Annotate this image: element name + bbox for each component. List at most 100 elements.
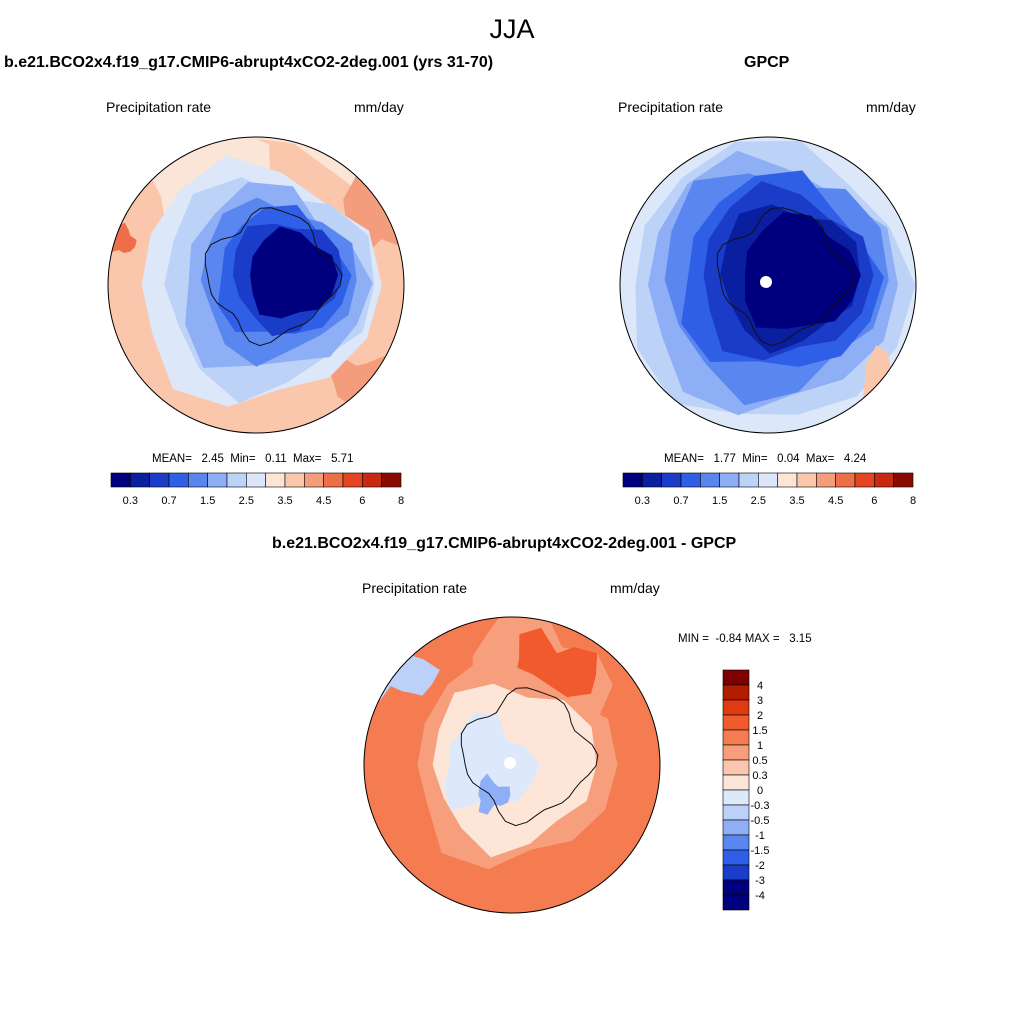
panel-3-colorbar-tick-label: -0.3 — [751, 800, 770, 812]
panel-1-title: b.e21.BCO2x4.f19_g17.CMIP6-abrupt4xCO2-2… — [4, 54, 494, 71]
panel-3-colorbar-swatch — [722, 849, 750, 866]
panel-2-colorbar-swatch — [719, 472, 740, 488]
panel-3-colorbar-swatch — [722, 774, 750, 791]
panel-2-colorbar-swatch — [680, 472, 701, 488]
panel-2-colorbar-tick-label: 1.5 — [712, 495, 727, 507]
panel-2-units-label: mm/day — [866, 99, 916, 115]
panel-1-colorbar-tick-label: 1.5 — [200, 495, 215, 507]
panel-3-units-label: mm/day — [610, 580, 660, 596]
panel-3-colorbar-swatch — [722, 684, 750, 701]
panel-1-colorbar-swatch — [265, 472, 286, 488]
panel-3-colorbar-swatch — [722, 714, 750, 731]
panel-3-colorbar-swatch — [722, 729, 750, 746]
figure-title: JJA — [489, 14, 535, 44]
panel-2-colorbar-swatch — [622, 472, 643, 488]
panel-3-colorbar-swatch — [722, 744, 750, 761]
panel-3-colorbar-tick-label: 1 — [757, 740, 763, 752]
panel-3-colorbar-tick-label: 2 — [757, 710, 763, 722]
panel-1-colorbar-swatch — [130, 472, 150, 488]
panel-3-colorbar-tick-label: -0.5 — [751, 815, 770, 827]
panel-1-units-label: mm/day — [354, 99, 404, 115]
panel-1-contour-12 — [250, 226, 339, 319]
panel-2-polar-map — [619, 136, 917, 434]
panel-1-variable-label: Precipitation rate — [106, 99, 212, 115]
panel-3-colorbar-swatch — [722, 699, 750, 716]
panel-1-colorbar-tick-label: 0.3 — [123, 495, 138, 507]
panel-1-colorbar-swatch — [168, 472, 189, 488]
panel-2-colorbar-tick-label: 8 — [910, 495, 916, 507]
panel-2-colorbar-tick-label: 2.5 — [751, 495, 766, 507]
panel-2-colorbar-tick-label: 3.5 — [789, 495, 804, 507]
panel-2-colorbar-swatch — [661, 472, 682, 488]
panel-3-colorbar-swatch — [722, 834, 750, 851]
panel-1-coastline — [204, 207, 343, 347]
panel-1-colorbar-swatch — [226, 472, 247, 488]
panel-1-colorbar: 0.3 0.7 1.5 2.5 3.5 4.5 6 8 — [110, 472, 404, 507]
panel-3-colorbar-swatch — [722, 879, 750, 896]
panel-2-colorbar-swatch — [816, 472, 836, 488]
panel-1-colorbar-swatch — [149, 472, 170, 488]
panel-3-stats: MIN = -0.84 MAX = 3.15 — [678, 633, 812, 645]
panel-3-colorbar-tick-label: -4 — [755, 890, 765, 902]
panel-3-colorbar-swatch — [722, 804, 750, 821]
panel-1-map-border — [107, 136, 405, 434]
panel-3-polar-map — [363, 616, 661, 914]
panel-2-colorbar-swatch — [854, 472, 875, 488]
panel-3-colorbar-tick-label: 0 — [757, 785, 763, 797]
panel-1-colorbar-swatch — [304, 472, 324, 488]
panel-2-colorbar: 0.3 0.7 1.5 2.5 3.5 4.5 6 8 — [622, 472, 916, 507]
panel-2-colorbar-swatch — [642, 472, 662, 488]
panel-3-colorbar-tick-label: 4 — [757, 680, 763, 692]
panel-3-colorbar-tick-label: 0.5 — [752, 755, 767, 767]
panel-2-colorbar-swatch — [700, 472, 720, 488]
panel-2-missing-data-dot — [760, 276, 772, 288]
panel-2-colorbar-swatch — [835, 472, 856, 488]
panel-1-polar-map — [107, 136, 405, 434]
panel-3-contour-8 — [478, 773, 511, 815]
panel-3-colorbar-tick-label: -3 — [755, 875, 765, 887]
panel-3-colorbar-swatch — [722, 759, 750, 776]
panel-1-colorbar-swatch — [207, 472, 228, 488]
panel-2-contour-7 — [744, 212, 861, 329]
panel-3-colorbar-swatch — [722, 819, 750, 836]
panel-1-colorbar-swatch — [246, 472, 266, 488]
panel-2-map-border — [619, 136, 917, 434]
panel-1-colorbar-swatch — [188, 472, 208, 488]
panel-1-colorbar-tick-label: 4.5 — [316, 495, 331, 507]
panel-2-colorbar-swatch — [758, 472, 778, 488]
panel-1-colorbar-tick-label: 6 — [359, 495, 365, 507]
panel-1-colorbar-tick-label: 0.7 — [161, 495, 176, 507]
panel-1-colorbar-swatch — [284, 472, 305, 488]
panel-2-colorbar-tick-label: 0.7 — [673, 495, 688, 507]
panel-1-stats: MEAN= 2.45 Min= 0.11 Max= 5.71 — [152, 453, 354, 465]
panel-2-variable-label: Precipitation rate — [618, 99, 724, 115]
panel-2-colorbar-swatch — [738, 472, 759, 488]
panel-3-colorbar-tick-label: 0.3 — [752, 770, 767, 782]
panel-3-colorbar-tick-label: 3 — [757, 695, 763, 707]
panel-3-colorbar-swatch — [722, 789, 750, 806]
panel-1-colorbar-swatch — [342, 472, 363, 488]
panel-1-colorbar-tick-label: 8 — [398, 495, 404, 507]
panel-2-coastline — [716, 207, 855, 347]
panel-1-colorbar-tick-label: 2.5 — [239, 495, 254, 507]
panel-1-colorbar-tick-label: 3.5 — [277, 495, 292, 507]
panel-3-title: b.e21.BCO2x4.f19_g17.CMIP6-abrupt4xCO2-2… — [272, 535, 737, 552]
panel-3-missing-data-dot — [504, 757, 516, 769]
panel-3-colorbar-swatch — [722, 894, 750, 911]
panel-3-colorbar-swatch — [722, 669, 750, 686]
panel-3-colorbar-tick-label: -1 — [755, 830, 765, 842]
panel-3-colorbar: 4 3 2 1.5 1 0.5 0.3 0 -0.3 -0.5 -1 -1.5 -2 -3 -4 — [722, 669, 770, 911]
panel-3-map-border — [363, 616, 661, 914]
panel-2-colorbar-swatch — [893, 472, 914, 488]
panel-1-colorbar-swatch — [110, 472, 131, 488]
panel-2-stats: MEAN= 1.77 Min= 0.04 Max= 4.24 — [664, 453, 867, 465]
panel-3-colorbar-tick-label: -2 — [755, 860, 765, 872]
panel-1-colorbar-swatch — [323, 472, 344, 488]
panel-3-colorbar-tick-label: 1.5 — [752, 725, 767, 737]
panel-2-colorbar-tick-label: 6 — [871, 495, 877, 507]
panel-2-colorbar-swatch — [796, 472, 817, 488]
panel-3-colorbar-tick-label: -1.5 — [751, 845, 770, 857]
panel-2-colorbar-swatch — [874, 472, 894, 488]
panel-3-contour-7 — [444, 712, 540, 811]
panel-1-colorbar-swatch — [362, 472, 382, 488]
